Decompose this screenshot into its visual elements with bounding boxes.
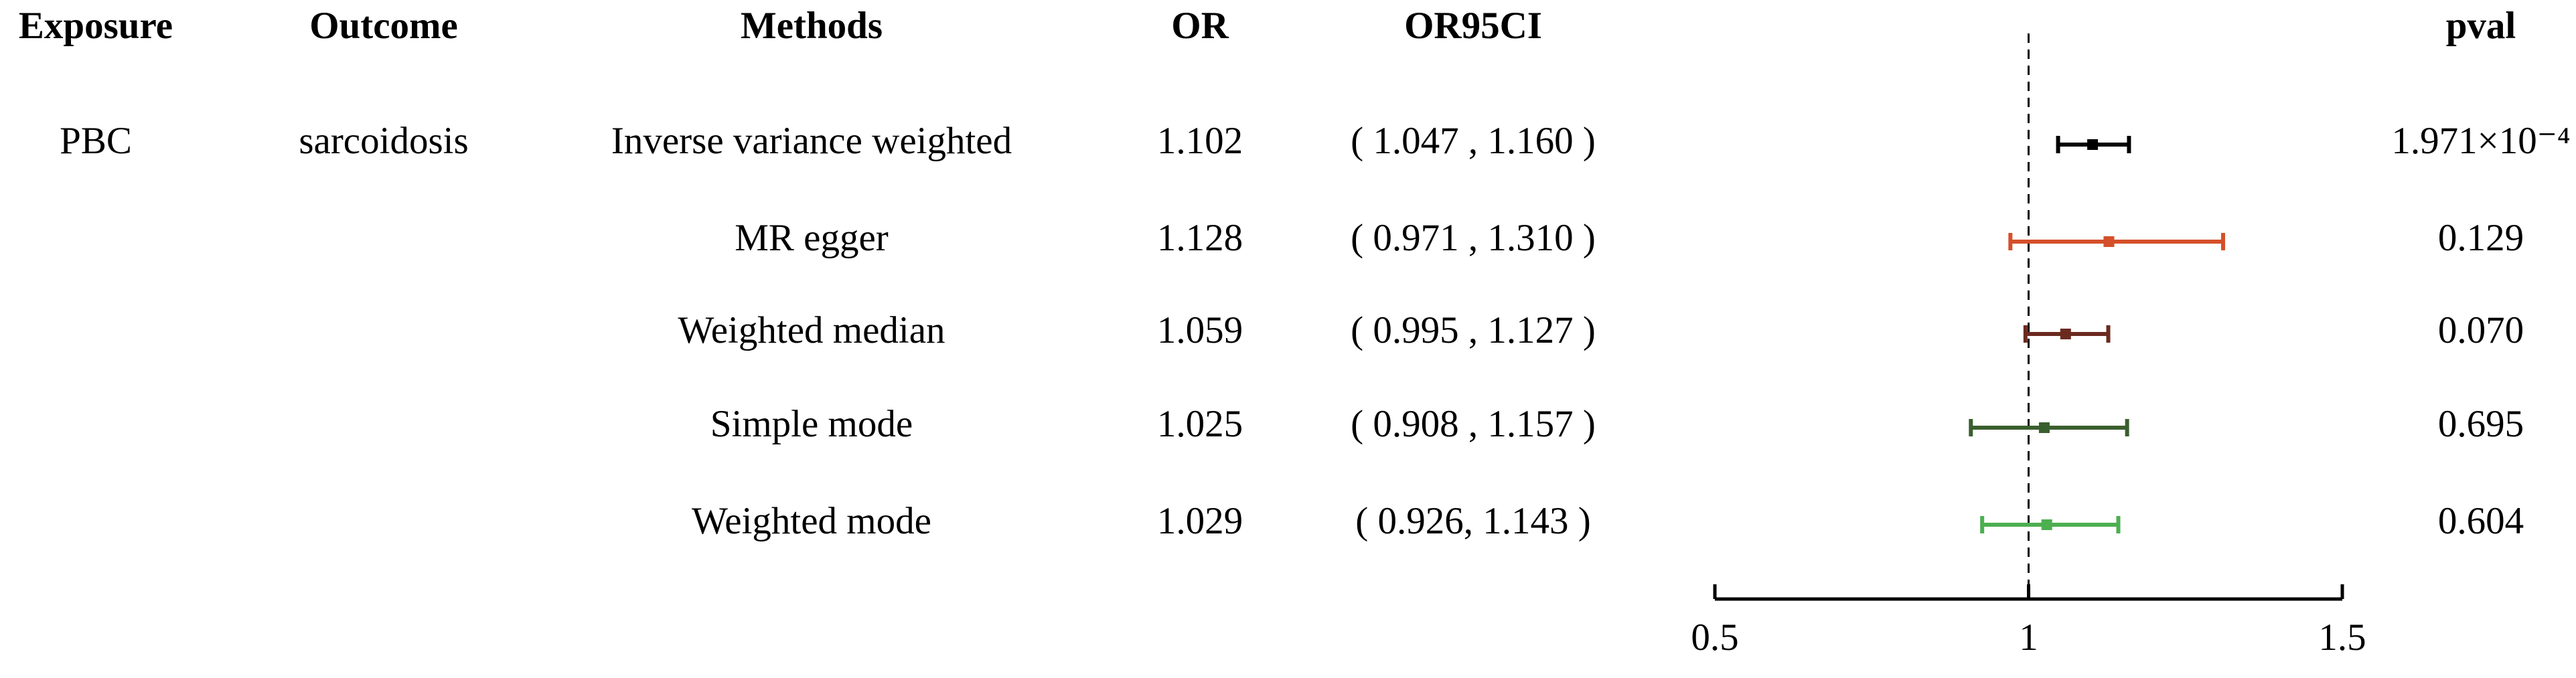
column-header: Outcome: [309, 5, 458, 47]
column-header: pval: [2446, 5, 2516, 47]
ci-label: ( 0.908 , 1.157 ): [1351, 403, 1596, 445]
column-header: Methods: [741, 5, 883, 47]
ci-label: ( 0.971 , 1.310 ): [1351, 217, 1596, 259]
column-header: Exposure: [19, 5, 173, 47]
exposure: PBC: [60, 120, 132, 162]
or-value: 1.025: [1157, 403, 1243, 445]
ci-label: ( 0.926, 1.143 ): [1355, 500, 1590, 542]
pval-label: 1.971×10⁻⁴: [2391, 120, 2570, 162]
method: Simple mode: [710, 403, 913, 445]
method: Inverse variance weighted: [611, 120, 1012, 162]
or-point: [2060, 329, 2071, 339]
or-point: [2103, 236, 2115, 247]
or-point: [2087, 139, 2099, 150]
or-point: [2038, 422, 2050, 433]
pval-label: 0.129: [2438, 217, 2524, 259]
ci-label: ( 0.995 , 1.127 ): [1351, 309, 1596, 351]
or-value: 1.059: [1157, 309, 1243, 351]
or-value: 1.102: [1157, 120, 1243, 162]
column-header: OR95CI: [1404, 5, 1542, 47]
method: Weighted median: [678, 309, 945, 351]
pval-label: 0.604: [2438, 500, 2524, 542]
column-header: OR: [1171, 5, 1229, 47]
or-value: 1.128: [1157, 217, 1243, 259]
ci-label: ( 1.047 , 1.160 ): [1351, 120, 1596, 162]
x-tick-label: 1: [2019, 616, 2038, 659]
pval-label: 0.695: [2438, 403, 2524, 445]
method: Weighted mode: [692, 500, 931, 542]
or-point: [2041, 519, 2052, 530]
x-tick-label: 1.5: [2318, 616, 2366, 659]
x-tick-label: 0.5: [1691, 616, 1738, 659]
outcome: sarcoidosis: [299, 120, 468, 162]
or-value: 1.029: [1157, 500, 1243, 542]
pval-label: 0.070: [2438, 309, 2524, 351]
method: MR egger: [735, 217, 889, 259]
